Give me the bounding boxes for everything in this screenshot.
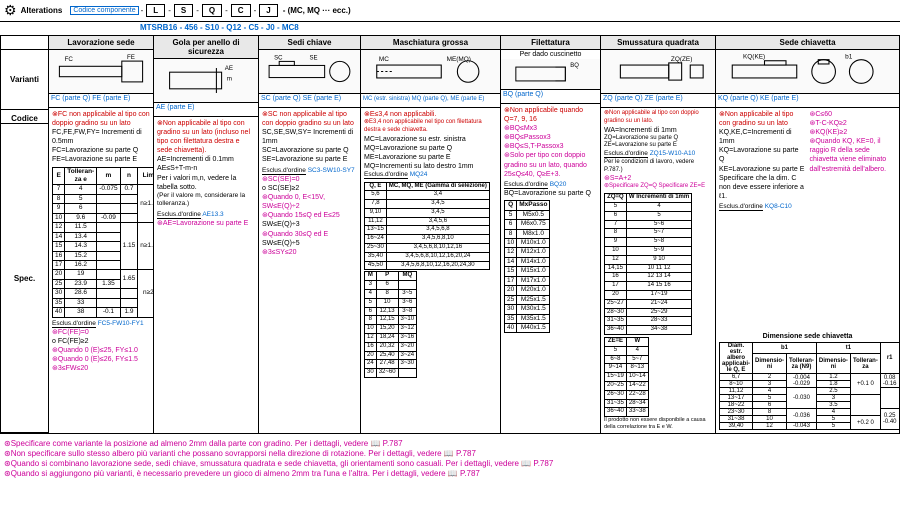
- box-S: S: [174, 4, 193, 17]
- svg-text:AE: AE: [225, 65, 233, 72]
- tbl-0: ETolleran-za emnLim 74-0.0750.7n≥1.2 85 …: [52, 167, 153, 318]
- hdr-6: Sede chiavetta: [716, 36, 899, 50]
- hdr-5: Smussatura quadrata: [601, 36, 715, 50]
- svg-text:b1: b1: [845, 54, 853, 61]
- code-3: MC (estr. sinistra) MQ (parte Q), ME (pa…: [361, 94, 500, 108]
- col-gola: Gola per anello di sicurezza AE m AE (par…: [154, 36, 259, 433]
- code-1: AE (parte E): [154, 103, 258, 117]
- col-smussatura: Smussatura quadrata ZQ(ZE) ZQ (parte Q) …: [601, 36, 716, 433]
- box-J: J: [259, 4, 277, 17]
- svg-text:SC: SC: [274, 55, 283, 61]
- example-code: MTSRB16 - 456 - S10 - Q12 - C5 - J0 - MC…: [50, 22, 900, 35]
- col-filettatura: Filettatura Per dado cuscinetto BQ BQ (p…: [501, 36, 601, 433]
- code-0: FC (parte Q) FE (parte E): [49, 94, 153, 108]
- svg-text:MC: MC: [379, 56, 389, 63]
- col-maschiatura: Maschiatura grossa MC ME(MQ) MC (estr. si…: [361, 36, 501, 433]
- svg-text:BQ: BQ: [570, 63, 579, 69]
- svg-text:SE: SE: [310, 55, 318, 61]
- svg-text:FC: FC: [65, 56, 74, 63]
- spec-6: ⊗Non applicabile al tipo con gradino su …: [716, 108, 899, 333]
- subhdr-4: Per dado cuscinetto: [501, 50, 600, 59]
- diag-1: AE m: [154, 59, 258, 103]
- columns: Lavorazione sede FC FE FC (parte Q) FE (p…: [49, 36, 899, 433]
- main-grid: Varianti Codice Spec. Lavorazione sede F…: [0, 35, 900, 434]
- svg-text:ME(MQ): ME(MQ): [447, 56, 471, 63]
- hdr-4: Filettatura: [501, 36, 600, 50]
- tbl-6: Diam. estr.alberoapplicabi-le Q, Eb1t1r1…: [719, 342, 900, 430]
- box-L: L: [146, 4, 165, 17]
- code-4: BQ (parte Q): [501, 90, 600, 104]
- box-C: C: [231, 4, 251, 17]
- suffix: - (MC, MQ ··· ecc.): [283, 6, 351, 15]
- tbl-5a: ZQ=QW Incrementi di 1mm 54 65 75~6 85~7 …: [604, 193, 692, 335]
- spec-4: ⊗Non applicabile quando Q=7, 9, 16 ⊛BQ≤M…: [501, 104, 600, 433]
- varianti-label: Varianti: [1, 50, 48, 110]
- box-Q: Q: [202, 4, 222, 17]
- spec-1: ⊗Non applicabile al tipo con gradino su …: [154, 117, 258, 433]
- top-bar: ⚙ Alterations Codice componente -L -S -Q…: [0, 0, 900, 22]
- hdr-0: Lavorazione sede: [49, 36, 153, 50]
- spec-0: ⊗FC non applicabile al tipo con doppio g…: [49, 108, 153, 433]
- diag-0: FC FE: [49, 50, 153, 94]
- col-sedi: Sedi chiave SC SE SC (parte Q) SE (parte …: [259, 36, 361, 433]
- gear-icon: ⚙: [4, 2, 17, 19]
- spec-3: ⊗E≤3,4 non applicabili. ⊗E3,4 non applic…: [361, 108, 500, 433]
- hdr-2: Sedi chiave: [259, 36, 360, 50]
- spec-5: ⊗Non applicabile al tipo con doppio grad…: [601, 108, 715, 433]
- tbl-3b: MPMQ 36 483~5 5103~6 612,133~8 812,153~1…: [364, 271, 417, 378]
- svg-text:m: m: [227, 76, 232, 83]
- tbl-3a: Q, EMC, MQ, ME (Gamma di selezione) 5,63…: [364, 182, 490, 271]
- codice-comp: Codice componente: [70, 6, 138, 15]
- code-2: SC (parte Q) SE (parte E): [259, 94, 360, 108]
- svg-text:ZQ(ZE): ZQ(ZE): [671, 56, 692, 63]
- tbl-5b: ZE=EW 54 6~85~7 9~148~13 15~1910~14 20~2…: [604, 337, 649, 417]
- svg-text:KQ(KE): KQ(KE): [743, 54, 765, 61]
- code-6: KQ (parte Q) KE (parte E): [716, 94, 899, 108]
- spec-2: ⊗SC non applicabile al tipo con doppio g…: [259, 108, 360, 433]
- diag-2: SC SE: [259, 50, 360, 94]
- diag-5: ZQ(ZE): [601, 50, 715, 94]
- alterations-label: Alterations: [21, 6, 63, 15]
- diag-6: KQ(KE) b1: [716, 50, 899, 94]
- hdr-1: Gola per anello di sicurezza: [154, 36, 258, 59]
- tbl-4: QMxPasso 5M5x0.5 6M6x0.75 8M8x1.0 10M10x…: [504, 200, 550, 333]
- code-5: ZQ (parte Q) ZE (parte E): [601, 94, 715, 108]
- footer: ⊛Specificare come variante la posizione …: [0, 434, 900, 483]
- svg-text:FE: FE: [127, 54, 135, 61]
- hdr-3: Maschiatura grossa: [361, 36, 500, 50]
- left-column: Varianti Codice Spec.: [1, 36, 49, 433]
- codice-label: Codice: [1, 110, 48, 124]
- diag-3: MC ME(MQ): [361, 50, 500, 94]
- col-lavorazione: Lavorazione sede FC FE FC (parte Q) FE (p…: [49, 36, 154, 433]
- diag-4: BQ: [501, 59, 600, 90]
- col-chiavetta: Sede chiavetta KQ(KE) b1 KQ (parte Q) KE …: [716, 36, 899, 433]
- spec-label: Spec.: [1, 124, 48, 433]
